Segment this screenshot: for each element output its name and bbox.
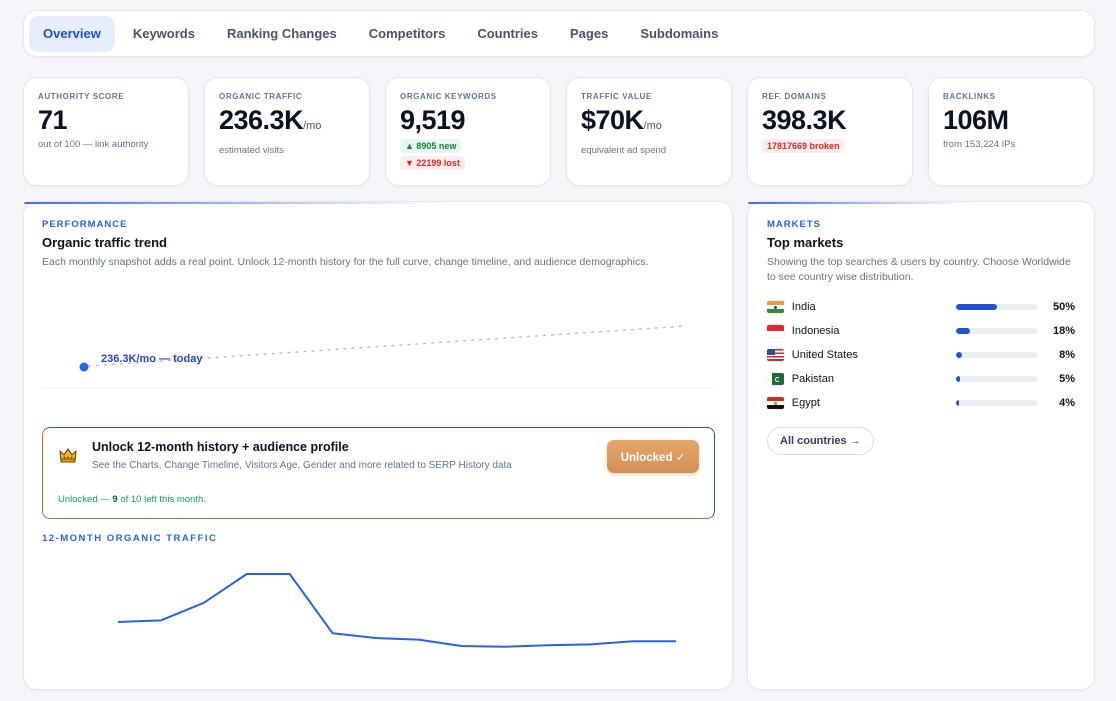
tab-subdomains[interactable]: Subdomains — [640, 26, 719, 41]
history-chart-label: 12-MONTH ORGANIC TRAFFIC — [42, 533, 218, 544]
markets-eyebrow: MARKETS — [767, 219, 821, 230]
stat-label: ORGANIC TRAFFIC — [219, 92, 303, 101]
traffic-series-line — [117, 573, 676, 648]
stat-authority-score: AUTHORITY SCORE 71 out of 100 — link aut… — [23, 77, 189, 186]
stat-ref-domains: REF. DOMAINS 398.3K 17817669 broken — [747, 77, 913, 186]
market-row: United States 8% — [767, 343, 1075, 367]
market-name: United States — [791, 349, 858, 361]
performance-eyebrow: PERFORMANCE — [42, 219, 128, 230]
market-row: India 50% — [767, 295, 1075, 319]
all-countries-button[interactable]: All countries → — [767, 427, 874, 455]
stat-label: ORGANIC KEYWORDS — [400, 92, 497, 101]
market-share-bar — [955, 352, 1038, 358]
stat-backlinks: BACKLINKS 106M from 153,224 IPs — [928, 77, 1094, 186]
new-keywords-badge: ▲ 8905 new — [400, 139, 462, 153]
history-line-chart — [117, 573, 677, 648]
stat-label: AUTHORITY SCORE — [38, 92, 125, 101]
stat-value: 398.3K — [762, 105, 847, 135]
market-list: India 50% Indonesia 18% United States 8% Pakis… — [767, 295, 1075, 415]
panel-accent — [748, 202, 968, 204]
indonesia-flag-icon — [767, 325, 784, 337]
market-share-bar — [955, 304, 1038, 310]
stat-value: 9,519 — [400, 105, 466, 135]
unlock-quota: Unlocked — 9 of 10 left this month. — [58, 494, 206, 505]
stat-organic-keywords: ORGANIC KEYWORDS 9,519 ▲ 8905 new ▼ 2219… — [385, 77, 551, 186]
unlock-box: Unlock 12-month history + audience profi… — [42, 427, 715, 519]
stat-value: 106M — [943, 105, 1009, 135]
stat-sub: equivalent ad spend — [581, 145, 667, 156]
market-name: Egypt — [791, 397, 820, 409]
market-share-bar — [955, 376, 1038, 382]
markets-title: Top markets — [767, 235, 844, 250]
stat-value: 236.3K/mo — [219, 105, 322, 135]
tab-competitors[interactable]: Competitors — [368, 26, 446, 41]
current-point — [79, 362, 89, 372]
broken-links-badge: 17817669 broken — [762, 139, 845, 153]
market-percent: 5% — [1059, 373, 1075, 385]
stat-unit: /mo — [303, 120, 322, 132]
markets-panel: MARKETS Top markets Showing the top sear… — [747, 201, 1095, 690]
stat-sub: out of 100 — link authority — [38, 139, 149, 150]
unlock-desc: See the Charts, Change Timeline, Visitor… — [92, 460, 512, 471]
lost-keywords-badge: ▼ 22199 lost — [400, 156, 465, 170]
tab-overview[interactable]: Overview — [29, 15, 115, 52]
market-row: Pakistan 5% — [767, 367, 1075, 391]
tab-ranking-changes[interactable]: Ranking Changes — [226, 26, 337, 41]
stat-value: 71 — [38, 105, 68, 135]
stat-unit: /mo — [643, 120, 662, 132]
stat-label: BACKLINKS — [943, 92, 996, 101]
market-name: Pakistan — [791, 373, 834, 385]
stat-label: TRAFFIC VALUE — [581, 92, 652, 101]
unlocked-button[interactable]: Unlocked ✓ — [607, 440, 699, 473]
performance-desc: Each monthly snapshot adds a real point.… — [42, 256, 649, 268]
market-row: Indonesia 18% — [767, 319, 1075, 343]
market-percent: 4% — [1059, 397, 1075, 409]
market-name: Indonesia — [791, 325, 840, 337]
market-row: Egypt 4% — [767, 391, 1075, 415]
stat-sub: from 153,224 IPs — [943, 139, 1016, 150]
egypt-flag-icon — [767, 397, 784, 409]
current-point-label: 236.3K/mo — today — [101, 353, 203, 365]
performance-title: Organic traffic trend — [42, 235, 167, 250]
performance-panel: PERFORMANCE Organic traffic trend Each m… — [23, 201, 733, 690]
tab-pages[interactable]: Pages — [570, 26, 609, 41]
trend-sparkline: 236.3K/mo — today — [42, 325, 716, 389]
stat-value: $70K/mo — [581, 105, 662, 135]
tab-bar: Overview Keywords Ranking Changes Compet… — [23, 10, 1095, 57]
stat-sub: estimated visits — [219, 145, 284, 156]
market-percent: 50% — [1052, 301, 1075, 313]
india-flag-icon — [767, 301, 784, 313]
market-name: India — [791, 301, 816, 313]
tab-countries[interactable]: Countries — [477, 26, 538, 41]
unlock-title: Unlock 12-month history + audience profi… — [92, 440, 349, 454]
crown-icon — [59, 448, 77, 463]
markets-desc: Showing the top searches & users by coun… — [767, 256, 1071, 283]
stat-organic-traffic: ORGANIC TRAFFIC 236.3K/mo estimated visi… — [204, 77, 370, 186]
market-percent: 18% — [1052, 325, 1075, 337]
market-share-bar — [955, 328, 1038, 334]
market-percent: 8% — [1059, 349, 1075, 361]
panel-accent — [24, 202, 444, 204]
us-flag-icon — [767, 349, 784, 361]
stat-label: REF. DOMAINS — [762, 92, 827, 101]
pakistan-flag-icon — [767, 373, 784, 385]
market-share-bar — [955, 400, 1038, 406]
tab-keywords[interactable]: Keywords — [132, 26, 195, 41]
stat-traffic-value: TRAFFIC VALUE $70K/mo equivalent ad spen… — [566, 77, 732, 186]
